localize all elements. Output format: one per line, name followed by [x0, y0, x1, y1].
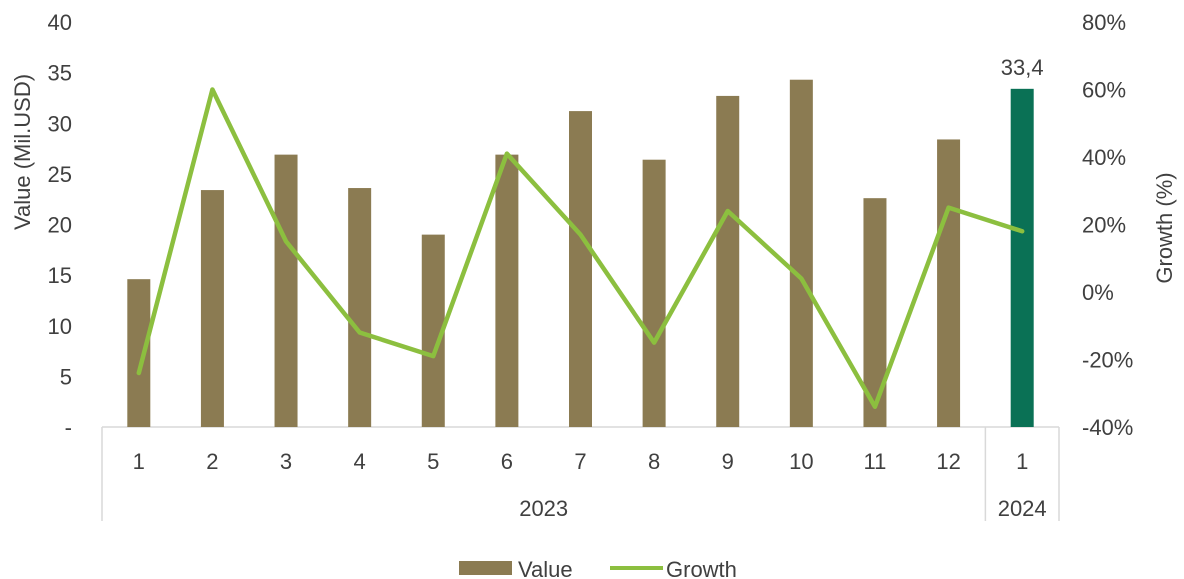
- y2-tick-label: 60%: [1082, 78, 1126, 103]
- bar: [274, 154, 298, 427]
- legend-label-value: Value: [518, 557, 573, 579]
- y2-tick-label: 40%: [1082, 145, 1126, 170]
- bar-series-value: [127, 79, 1034, 428]
- bar: [937, 139, 961, 427]
- bar: [127, 279, 151, 427]
- x-tick-label: 3: [280, 449, 292, 474]
- bar: [569, 111, 592, 427]
- y-tick-label: 40: [48, 10, 72, 35]
- data-label: 33,4: [1001, 55, 1044, 80]
- bar: [421, 234, 445, 427]
- x-tick-label: 7: [574, 449, 586, 474]
- x-tick-label: 11: [864, 449, 887, 474]
- x-tick-label: 2: [206, 449, 218, 474]
- bar: [789, 79, 813, 428]
- y2-tick-label: 0%: [1082, 280, 1114, 305]
- x-group-label: 2024: [998, 496, 1047, 521]
- legend-label-growth: Growth: [666, 557, 737, 579]
- legend-swatch-value: [459, 561, 512, 575]
- x-tick-label: 4: [354, 449, 366, 474]
- y-tick-label: 5: [60, 364, 72, 389]
- y2-axis-title: Growth (%): [1152, 172, 1177, 283]
- y2-tick-label: -40%: [1082, 415, 1133, 440]
- x-tick-label: 5: [427, 449, 439, 474]
- y-tick-label: -: [65, 415, 72, 440]
- bar: [495, 154, 519, 427]
- line-series-growth: [136, 87, 1025, 409]
- y2-tick-label: -20%: [1082, 348, 1133, 373]
- x-tick-label: 9: [722, 449, 734, 474]
- y-tick-label: 35: [48, 61, 72, 86]
- bar: [348, 188, 372, 427]
- bar: [716, 95, 740, 427]
- legend: Value Growth: [459, 557, 737, 579]
- x-tick-label: 8: [648, 449, 660, 474]
- x-tick-label: 10: [789, 449, 813, 474]
- x-tick-label: 1: [133, 449, 145, 474]
- bar: [642, 159, 666, 427]
- x-tick-label: 6: [501, 449, 513, 474]
- x-tick-label: 12: [936, 449, 960, 474]
- y-tick-label: 25: [48, 162, 72, 187]
- data-labels: 33,4: [1001, 55, 1044, 80]
- y-tick-label: 30: [48, 111, 72, 136]
- bar: [200, 190, 224, 427]
- y-tick-label: 20: [48, 213, 72, 238]
- y-tick-label: 15: [48, 263, 72, 288]
- y2-tick-label: 80%: [1082, 10, 1126, 35]
- y-tick-label: 10: [48, 314, 72, 339]
- bar: [1010, 88, 1034, 427]
- x-tick-label: 1: [1016, 449, 1028, 474]
- y-axis-title: Value (Mil.USD): [10, 74, 35, 230]
- x-group-label: 2023: [519, 496, 568, 521]
- y2-tick-label: 20%: [1082, 213, 1126, 238]
- bar: [863, 198, 887, 427]
